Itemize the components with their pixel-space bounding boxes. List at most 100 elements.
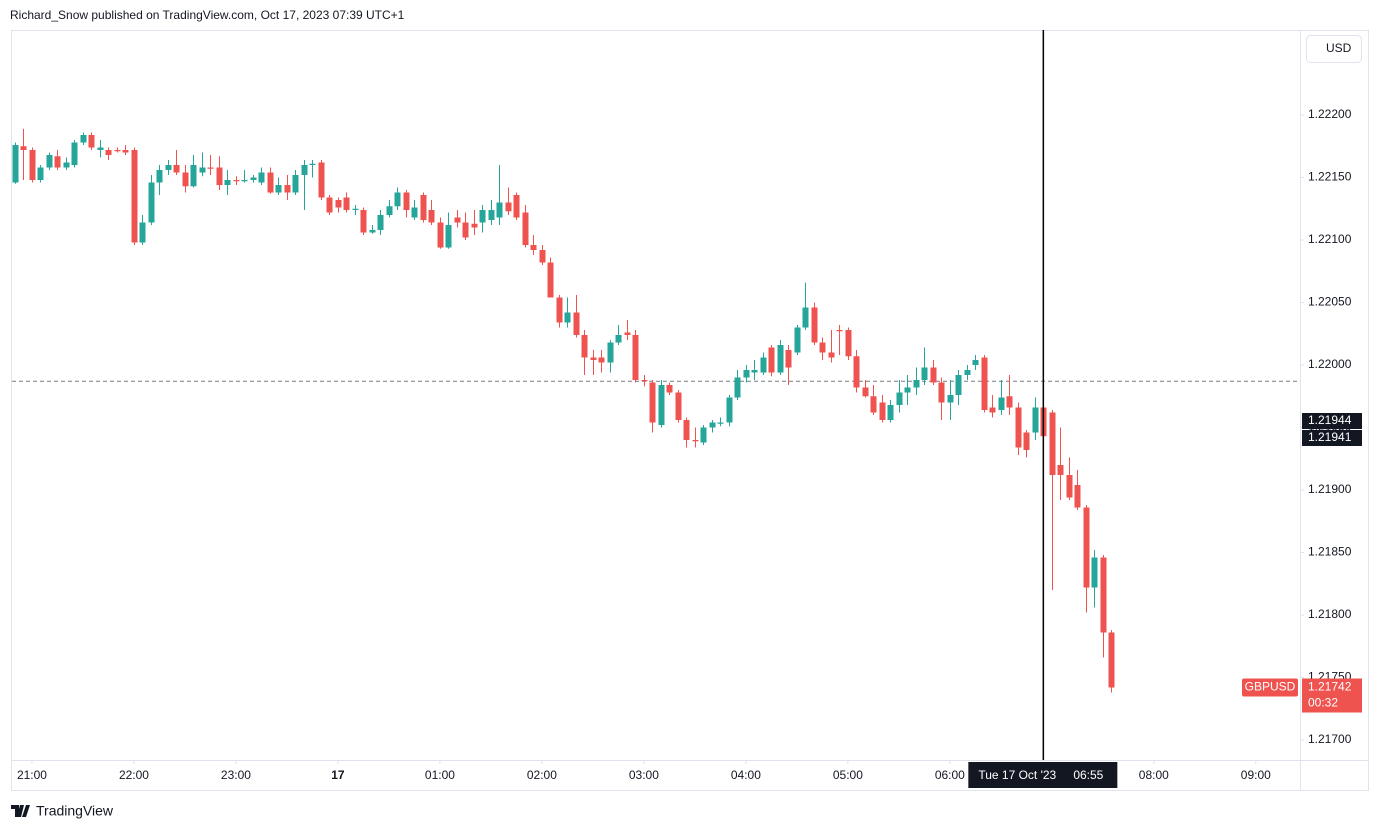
candle-body [335, 200, 342, 208]
currency-label: USD [1326, 41, 1352, 55]
candle-body [675, 392, 682, 420]
candle-body [148, 182, 155, 223]
candle-body [760, 357, 767, 373]
candle-body [700, 427, 707, 443]
y-tick-label: 1.22100 [1308, 232, 1352, 246]
candle-body [930, 367, 937, 383]
candle-body [1032, 407, 1039, 433]
candle-body [284, 185, 291, 193]
candle-body [862, 387, 869, 397]
candle-body [709, 422, 716, 428]
candle-body [250, 177, 257, 180]
candle-body [1066, 475, 1073, 498]
price-marker-box [1302, 430, 1362, 446]
candle-body [454, 217, 461, 223]
last-price-label: 1.21742 [1308, 680, 1352, 694]
candle-body [955, 375, 962, 395]
y-tick-label: 1.21700 [1308, 732, 1352, 746]
candle-body [437, 222, 444, 248]
candle-body [369, 230, 376, 233]
candle-body [301, 165, 308, 175]
candle-body [632, 335, 639, 380]
candle-body [547, 262, 554, 298]
candle-body [879, 402, 886, 420]
candle-body [377, 215, 384, 230]
candle-body [258, 172, 265, 183]
candle-body [403, 192, 410, 210]
candle-body [199, 167, 206, 173]
header-text: Richard_Snow published on TradingView.co… [10, 8, 405, 22]
candle-body [216, 167, 223, 185]
candle-body [683, 420, 690, 440]
candle-body [819, 342, 826, 353]
candle-body [292, 175, 299, 193]
candle-body [590, 357, 597, 360]
candle-body [131, 150, 138, 243]
candle-body [29, 150, 36, 180]
candle-body [751, 370, 758, 373]
candle-body [88, 135, 95, 148]
candle-body [122, 150, 129, 153]
candle-body [505, 202, 512, 212]
candle-body [97, 147, 104, 150]
y-tick-label: 1.22200 [1308, 107, 1352, 121]
candle-body [649, 382, 656, 423]
candle-body [37, 167, 44, 180]
currency-button[interactable] [1306, 35, 1362, 63]
candle-body [853, 356, 860, 388]
countdown-label: 00:32 [1308, 696, 1338, 710]
x-tick-label: 09:00 [1241, 768, 1271, 782]
candle-body [522, 212, 529, 245]
candle-body [794, 327, 801, 353]
symbol-label: GBPUSD [1245, 680, 1296, 694]
candle-body [224, 180, 231, 185]
candle-body [1083, 507, 1090, 588]
candle-body [836, 330, 843, 332]
crosshair-time: 06:55 [1073, 768, 1103, 782]
y-tick-label: 1.22050 [1308, 295, 1352, 309]
candle-body [241, 180, 248, 182]
candle-body [666, 385, 673, 393]
x-tick-label: 03:00 [629, 768, 659, 782]
candle-body [46, 155, 53, 168]
candle-body [913, 380, 920, 388]
candle-body [1057, 465, 1064, 475]
x-tick-label: 05:00 [833, 768, 863, 782]
candle-body [318, 162, 325, 198]
candle-body [1015, 407, 1022, 448]
x-tick-label: 01:00 [425, 768, 455, 782]
candle-body [981, 357, 988, 410]
candle-body [573, 312, 580, 335]
candle-body [556, 297, 563, 323]
candle-body [734, 377, 741, 398]
candle-body [802, 307, 809, 328]
candle-body [428, 210, 435, 223]
candle-body [12, 145, 19, 183]
candle-body [233, 180, 240, 182]
footer-logo [11, 805, 30, 817]
candle-body [471, 223, 478, 228]
x-tick-label: 08:00 [1139, 768, 1169, 782]
footer-brand: TradingView [36, 803, 114, 819]
candle-body [326, 197, 333, 213]
candle-body [1006, 396, 1013, 408]
candle-body [275, 185, 282, 193]
candle-body [386, 206, 393, 215]
candle-body [811, 307, 818, 343]
candle-body [692, 440, 699, 442]
x-tick-label: 23:00 [221, 768, 251, 782]
candle-body [488, 210, 495, 220]
y-tick-label: 1.22000 [1308, 357, 1352, 371]
candle-body [768, 347, 775, 373]
candle-body [462, 222, 469, 238]
chart-frame [11, 30, 1369, 791]
candle-body [539, 250, 546, 263]
candle-body [496, 202, 503, 218]
candle-body [54, 156, 61, 168]
candle-body [624, 332, 631, 335]
candle-body [989, 407, 996, 413]
candle-body [71, 142, 78, 165]
candle-body [360, 210, 367, 233]
candle-body [615, 335, 622, 343]
